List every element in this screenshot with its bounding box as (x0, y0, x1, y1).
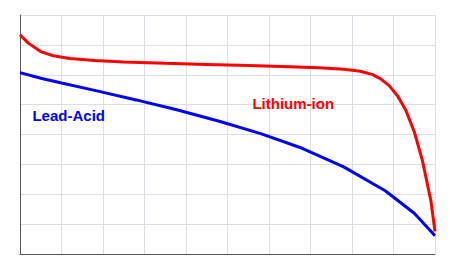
svg-text:Lead-Acid: Lead-Acid (32, 107, 105, 124)
svg-text:Lithium-ion: Lithium-ion (252, 95, 334, 112)
